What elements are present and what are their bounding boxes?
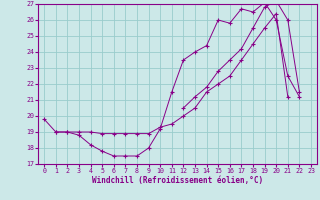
X-axis label: Windchill (Refroidissement éolien,°C): Windchill (Refroidissement éolien,°C) [92, 176, 263, 185]
